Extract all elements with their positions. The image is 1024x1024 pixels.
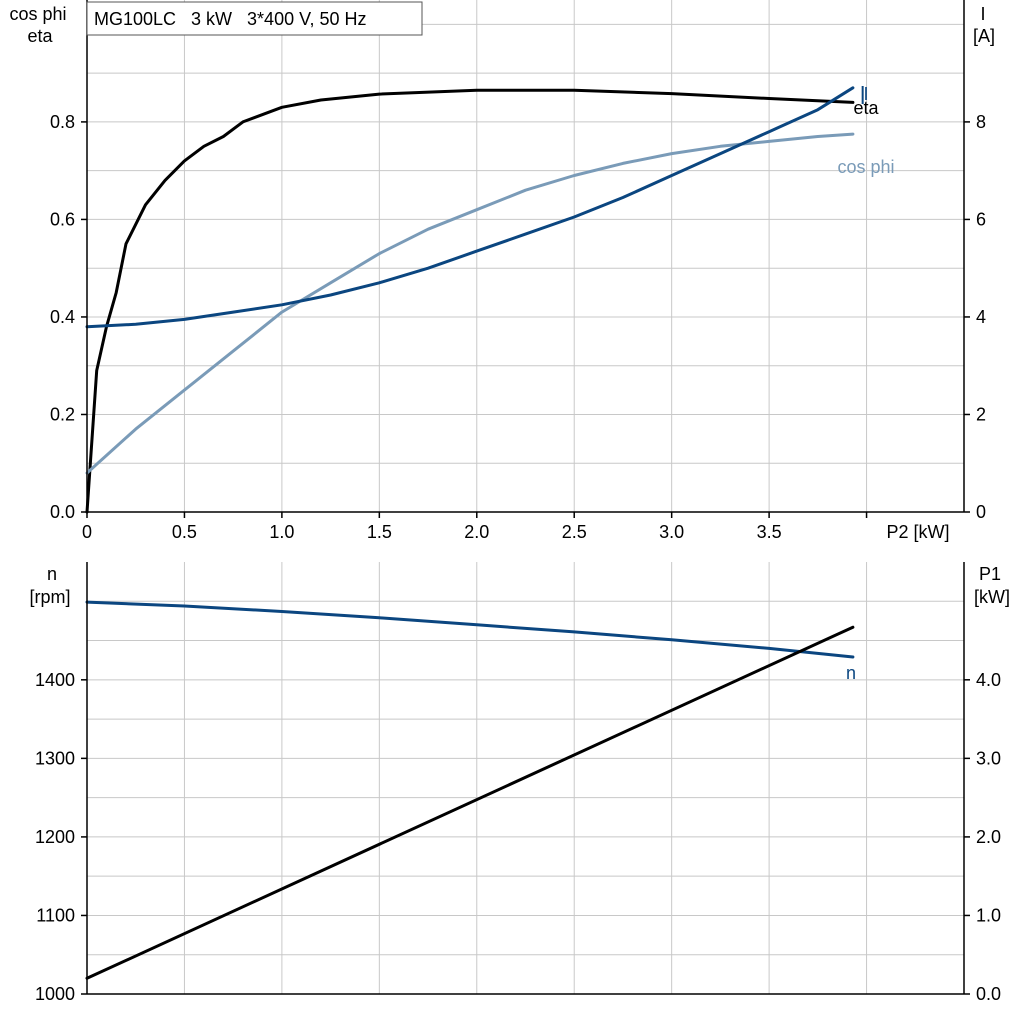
top-x-tick-label: 3.5 xyxy=(757,522,782,542)
top-x-tick-label: 3.0 xyxy=(659,522,684,542)
bottom-chart: 1000 1100 1200 1300 1400 0.0 1.0 2.0 3.0 4.0 n [r… xyxy=(29,562,1010,1004)
top-left-tick-label: 0.0 xyxy=(50,502,75,522)
bottom-series-n xyxy=(85,600,855,659)
top-ticks: 0.0 0.2 0.4 0.6 0.8 0 2 4 6 8 0 0.5 1.0 1.5 2.0 2.5 3.0 3… xyxy=(50,112,986,542)
bottom-series xyxy=(85,600,855,980)
bottom-right-tick-label: 2.0 xyxy=(976,827,1001,847)
top-left-tick-label: 0.4 xyxy=(50,307,75,327)
bottom-left-tick-label: 1300 xyxy=(35,748,75,768)
top-x-tick-label: 2.0 xyxy=(464,522,489,542)
top-left-tick-label: 0.2 xyxy=(50,404,75,424)
series-label-cos-phi: cos phi xyxy=(837,157,894,177)
bottom-series-p1 xyxy=(85,625,855,980)
top-left-axis-label-line1: cos phi xyxy=(9,4,66,24)
top-right-tick-label: 4 xyxy=(976,307,986,327)
bottom-left-tick-label: 1200 xyxy=(35,827,75,847)
top-series-i xyxy=(85,86,855,329)
top-x-tick-label: 0 xyxy=(82,522,92,542)
bottom-ticks: 1000 1100 1200 1300 1400 0.0 1.0 2.0 3.0 4.0 xyxy=(35,670,1001,1004)
top-left-axis-label-line2: eta xyxy=(27,26,53,46)
top-right-axis-label-line1: I xyxy=(980,4,985,24)
bottom-left-tick-label: 1000 xyxy=(35,984,75,1004)
bottom-right-tick-label: 0.0 xyxy=(976,984,1001,1004)
bottom-right-tick-label: 3.0 xyxy=(976,748,1001,768)
title-box xyxy=(86,1,423,36)
top-right-tick-label: 8 xyxy=(976,112,986,132)
bottom-right-axis-label-line2: [kW] xyxy=(974,587,1010,607)
top-left-tick-label: 0.8 xyxy=(50,112,75,132)
bottom-left-tick-label: 1400 xyxy=(35,670,75,690)
top-left-tick-label: 0.6 xyxy=(50,209,75,229)
x-axis-label: P2 [kW] xyxy=(886,522,949,542)
top-x-tick-label: 0.5 xyxy=(172,522,197,542)
top-right-axis-label-line2: [A] xyxy=(973,26,995,46)
top-right-tick-label: 2 xyxy=(976,404,986,424)
top-right-tick-label: 6 xyxy=(976,209,986,229)
chart-title: MG100LC 3 kW 3*400 V, 50 Hz xyxy=(94,9,366,29)
bottom-left-axis-label-line1: n xyxy=(47,564,57,584)
top-series-eta xyxy=(85,88,855,514)
bottom-left-tick-label: 1100 xyxy=(36,905,75,925)
top-series xyxy=(85,86,864,514)
bottom-right-axis-label-line1: P1 xyxy=(979,564,1001,584)
top-x-tick-label: 1.5 xyxy=(367,522,392,542)
series-label-I: I xyxy=(863,84,868,104)
series-label-n: n xyxy=(846,663,856,683)
top-chart: 0.0 0.2 0.4 0.6 0.8 0 2 4 6 8 0 0.5 1.0 1.5 2.0 2.5 3.0 3… xyxy=(9,0,995,542)
bottom-right-tick-label: 4.0 xyxy=(976,670,1001,690)
top-grid xyxy=(87,0,965,512)
top-plot-area xyxy=(87,0,964,512)
bottom-right-tick-label: 1.0 xyxy=(976,905,1001,925)
top-x-tick-label: 1.0 xyxy=(269,522,294,542)
series-label-eta: eta xyxy=(853,98,879,118)
top-right-tick-label: 0 xyxy=(976,502,986,522)
top-x-tick-label: 2.5 xyxy=(562,522,587,542)
bottom-left-axis-label-line2: [rpm] xyxy=(29,587,70,607)
